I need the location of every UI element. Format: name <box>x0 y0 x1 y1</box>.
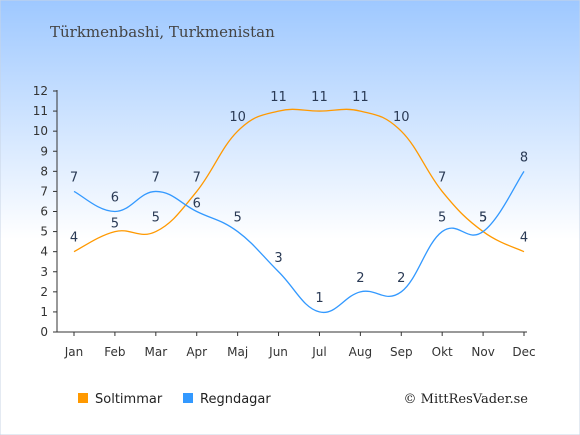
chart-title: Türkmenbashi, Turkmenistan <box>50 23 275 41</box>
y-tick-label: 8 <box>40 164 48 178</box>
data-label-regndagar: 1 <box>315 291 323 306</box>
credit-text: © MittResVader.se <box>404 392 529 407</box>
data-label-regndagar: 3 <box>274 251 282 266</box>
x-tick-label: Feb <box>104 345 125 359</box>
series-line-regndagar <box>73 170 525 314</box>
x-tick-label: Sep <box>390 345 413 359</box>
y-tick-label: 7 <box>40 184 48 198</box>
data-label-regndagar: 7 <box>152 170 160 185</box>
data-label-regndagar: 5 <box>479 211 487 226</box>
x-tick-label: Apr <box>186 345 207 359</box>
legend-swatch-regndagar <box>183 393 193 403</box>
y-tick-label: 9 <box>40 144 48 158</box>
x-tick-label: Okt <box>432 345 453 359</box>
data-label-regndagar: 5 <box>438 211 446 226</box>
data-label-soltimmar: 4 <box>520 231 528 246</box>
y-tick-label: 3 <box>40 265 48 279</box>
y-tick-label: 1 <box>40 305 48 319</box>
data-label-regndagar: 2 <box>356 271 364 286</box>
legend-swatch-soltimmar <box>78 393 88 403</box>
data-label-regndagar: 8 <box>520 150 528 165</box>
data-label-soltimmar: 5 <box>111 217 119 232</box>
y-tick-label: 5 <box>40 225 48 239</box>
y-tick-label: 11 <box>33 104 48 118</box>
series-line-soltimmar <box>73 108 525 253</box>
data-label-soltimmar: 11 <box>352 90 369 105</box>
legend-label-regndagar: Regndagar <box>200 392 271 407</box>
data-label-regndagar: 6 <box>193 197 201 212</box>
data-label-regndagar: 2 <box>397 271 405 286</box>
x-tick-label: Aug <box>349 345 372 359</box>
x-tick-label: Mar <box>144 345 167 359</box>
data-label-soltimmar: 11 <box>311 90 328 105</box>
data-label-soltimmar: 7 <box>438 170 446 185</box>
y-tick-label: 6 <box>40 205 48 219</box>
y-tick-label: 0 <box>40 325 48 339</box>
data-label-soltimmar: 11 <box>270 90 287 105</box>
x-tick-label: Jul <box>311 345 326 359</box>
x-tick-label: Jun <box>268 345 288 359</box>
x-tick-label: Maj <box>227 345 248 359</box>
data-label-regndagar: 5 <box>233 211 241 226</box>
y-tick-label: 10 <box>33 124 48 138</box>
data-label-soltimmar: 10 <box>229 110 246 125</box>
x-tick-label: Nov <box>471 345 494 359</box>
data-label-soltimmar: 4 <box>70 231 78 246</box>
series-layer <box>73 108 525 314</box>
legend-label-soltimmar: Soltimmar <box>95 392 163 407</box>
y-tick-label: 2 <box>40 285 48 299</box>
data-label-regndagar: 6 <box>111 191 119 206</box>
x-tick-label: Jan <box>64 345 84 359</box>
y-tick-label: 12 <box>33 84 48 98</box>
y-tick-label: 4 <box>40 245 48 259</box>
data-label-soltimmar: 10 <box>393 110 410 125</box>
data-label-soltimmar: 5 <box>479 211 487 226</box>
data-label-soltimmar: 5 <box>152 211 160 226</box>
legend: Soltimmar Regndagar <box>78 392 271 407</box>
x-tick-label: Dec <box>512 345 535 359</box>
data-label-regndagar: 7 <box>70 170 78 185</box>
data-label-soltimmar: 7 <box>193 170 201 185</box>
